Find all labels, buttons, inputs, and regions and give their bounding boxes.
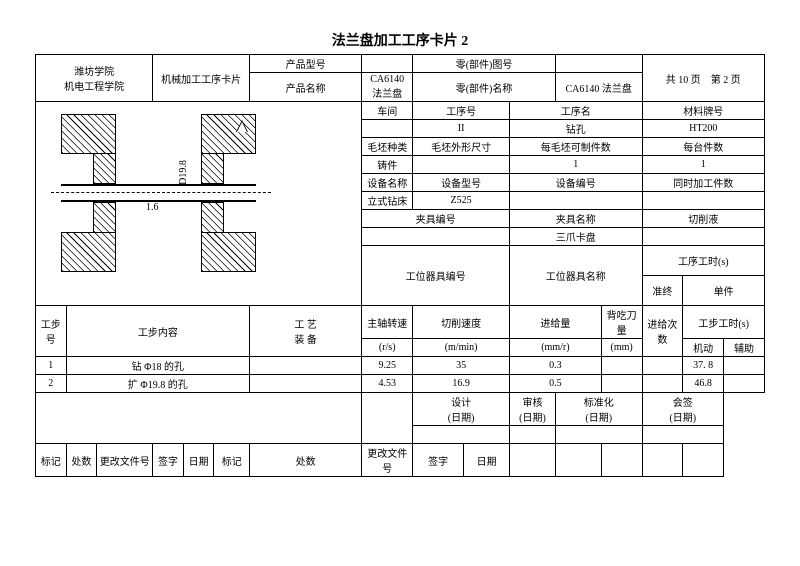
dim2: D19.8	[178, 160, 189, 185]
fixturename: 三爪卡盘	[510, 228, 643, 246]
coolant-label: 切削液	[642, 210, 764, 228]
machine-header: 机动	[683, 339, 724, 357]
blanktype: 铸件	[362, 156, 413, 174]
material-label: 材料牌号	[642, 102, 764, 120]
unit-label: 单件	[683, 276, 765, 306]
feed-header: 进给量	[510, 306, 602, 339]
table-row: 1 钻 Φ18 的孔 9.25 35 0.3 37. 8	[36, 357, 765, 375]
proctime-label: 工序工时(s)	[642, 246, 764, 276]
equipmodel: Z525	[413, 192, 510, 210]
part-name-label: 零(部件)名称	[413, 73, 556, 102]
stepno-header: 工步号	[36, 306, 67, 357]
check-label: 审核(日期)	[510, 393, 556, 426]
prod-name-label: 产品名称	[250, 73, 362, 102]
std-label: 标准化(日期)	[555, 393, 642, 426]
feed-unit: (mm/r)	[510, 339, 602, 357]
passes-header: 进给次数	[642, 306, 683, 357]
prod-name: CA6140 法兰盘	[362, 73, 413, 102]
procname: 钻孔	[510, 120, 643, 138]
date-label2: 日期	[464, 444, 510, 477]
procno: II	[413, 120, 510, 138]
school-cell: 潍坊学院 机电工程学院	[36, 55, 153, 102]
dim1: 1.6	[146, 202, 159, 213]
cutspeed-header: 切削速度	[413, 306, 510, 339]
equipname-label: 设备名称	[362, 174, 413, 192]
blanktype-label: 毛坯种类	[362, 138, 413, 156]
card-type: 机械加工工序卡片	[153, 55, 250, 102]
depth-header: 背吃刀量	[601, 306, 642, 339]
equipment-header: 工 艺装 备	[250, 306, 362, 357]
workshop-label: 车间	[362, 102, 413, 120]
perunit: 1	[642, 156, 764, 174]
perblank: 1	[510, 156, 643, 174]
diagram-cell: 1.6 D19.8	[36, 102, 362, 306]
fixturename-label: 夹具名称	[510, 210, 643, 228]
spindle-header: 主轴转速	[362, 306, 413, 339]
perunit-label: 每台件数	[642, 138, 764, 156]
procno-label: 工序号	[413, 102, 510, 120]
stepcontent-header: 工步内容	[66, 306, 250, 357]
qty-label2: 处数	[250, 444, 362, 477]
steptime-header: 工步工时(s)	[683, 306, 765, 339]
fixtureno-label: 夹具编号	[362, 210, 510, 228]
qty-label: 处数	[66, 444, 97, 477]
aux-header: 辅助	[724, 339, 765, 357]
prep-label: 准终	[642, 276, 683, 306]
changedoc-label2: 更改文件号	[362, 444, 413, 477]
page-title: 法兰盘加工工序卡片 2	[35, 30, 765, 50]
toolname-label: 工位器具名称	[510, 246, 643, 306]
page-info: 共 10 页 第 2 页	[642, 55, 764, 102]
main-table: 潍坊学院 机电工程学院 机械加工工序卡片 产品型号 零(部件)图号 共 10 页…	[35, 54, 765, 477]
school2: 机电工程学院	[38, 78, 150, 93]
sig-label2: 签字	[413, 444, 464, 477]
equipno-label: 设备编号	[510, 174, 643, 192]
part-name: CA6140 法兰盘	[555, 73, 642, 102]
date-label: 日期	[183, 444, 214, 477]
simul-label: 同时加工件数	[642, 174, 764, 192]
perblank-label: 每毛坯可制件数	[510, 138, 643, 156]
equipname: 立式钻床	[362, 192, 413, 210]
part-drawing-label: 零(部件)图号	[413, 55, 556, 73]
spindle-unit: (r/s)	[362, 339, 413, 357]
school1: 潍坊学院	[38, 63, 150, 78]
cutspeed-unit: (m/min)	[413, 339, 510, 357]
toolno-label: 工位器具编号	[362, 246, 510, 306]
mark-label2: 标记	[214, 444, 250, 477]
equipmodel-label: 设备型号	[413, 174, 510, 192]
prod-model-label: 产品型号	[250, 55, 362, 73]
sig-label: 签字	[153, 444, 184, 477]
material: HT200	[642, 120, 764, 138]
design-label: 设计(日期)	[413, 393, 510, 426]
table-row: 2 扩 Φ19.8 的孔 4.53 16.9 0.5 46.8	[36, 375, 765, 393]
depth-unit: (mm)	[601, 339, 642, 357]
changedoc-label: 更改文件号	[97, 444, 153, 477]
sign-label: 会签(日期)	[642, 393, 724, 426]
blanksize-label: 毛坯外形尺寸	[413, 138, 510, 156]
procname-label: 工序名	[510, 102, 643, 120]
mark-label: 标记	[36, 444, 67, 477]
